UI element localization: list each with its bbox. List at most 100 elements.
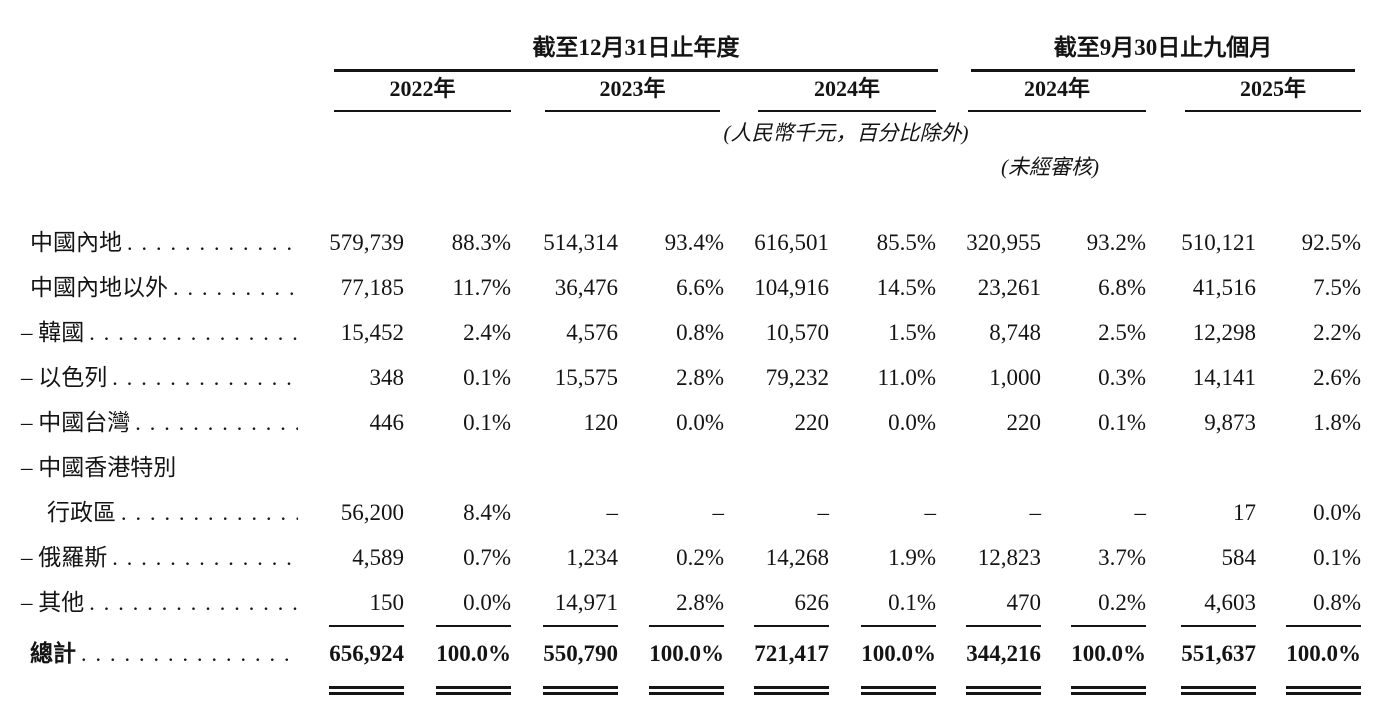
- percent-cell: 1.8%: [1313, 410, 1361, 435]
- percent-cell: 2.2%: [1313, 320, 1361, 345]
- total-value: 551,637: [1181, 625, 1256, 695]
- value-cell: 626: [794, 590, 830, 615]
- percent-cell: 0.0%: [888, 410, 936, 435]
- row-label: 行政區: [0, 490, 318, 535]
- row-label: – 中國台灣: [0, 400, 318, 445]
- percent-cell: 2.5%: [1098, 320, 1146, 345]
- value-cell: 120: [583, 410, 619, 435]
- value-cell: 14,971: [554, 590, 618, 615]
- year-2023-rule: [545, 110, 720, 112]
- row-label: – 以色列: [0, 355, 318, 400]
- row-label-text: – 中國台灣: [21, 410, 131, 435]
- value-cell: 348: [369, 365, 405, 390]
- percent-cell: [618, 445, 724, 490]
- percent-cell: 0.3%: [1098, 365, 1146, 390]
- percent-cell: 6.6%: [676, 275, 724, 300]
- percent-cell: 0.2%: [676, 545, 724, 570]
- total-value-cell: 550,790: [511, 625, 618, 695]
- annual-period-title: 截至12月31日止年度: [532, 35, 740, 60]
- value-cell: –: [606, 500, 619, 525]
- dot-leader: [116, 490, 298, 535]
- value-cell: 77,185: [340, 275, 404, 300]
- percent-cell: 11.0%: [877, 365, 936, 390]
- row-label: – 韓國: [0, 310, 318, 355]
- interim-period-title: 截至9月30日止九個月: [1053, 35, 1273, 60]
- total-percent: 100.0%: [1071, 625, 1146, 695]
- total-value-cell: 656,924: [318, 625, 404, 695]
- year-2023-label: 2023年: [599, 76, 666, 101]
- value-cell: 12,298: [1192, 320, 1256, 345]
- dot-leader: [84, 580, 298, 625]
- row-label-text: 行政區: [47, 500, 116, 525]
- value-cell: 579,739: [329, 230, 404, 255]
- percent-cell: 6.8%: [1098, 275, 1146, 300]
- value-cell: 8,748: [989, 320, 1041, 345]
- total-value: 721,417: [754, 625, 829, 695]
- year-2022-rule: [334, 110, 511, 112]
- value-cell: 10,570: [765, 320, 829, 345]
- interim-2024-label: 2024年: [1023, 76, 1090, 101]
- value-cell: 470: [1006, 590, 1042, 615]
- total-percent-cell: 100.0%: [829, 625, 936, 695]
- row-label-text: – 中國香港特別: [21, 455, 177, 480]
- dot-leader: [107, 355, 298, 400]
- value-cell: [511, 445, 618, 490]
- percent-cell: 0.0%: [463, 590, 511, 615]
- percent-cell: 2.4%: [463, 320, 511, 345]
- percent-cell: 2.8%: [676, 590, 724, 615]
- total-value-cell: 551,637: [1146, 625, 1256, 695]
- total-percent: 100.0%: [436, 625, 511, 695]
- percent-cell: 2.8%: [676, 365, 724, 390]
- percent-cell: 0.8%: [1313, 590, 1361, 615]
- total-percent-cell: 100.0%: [1041, 625, 1146, 695]
- value-cell: 17: [1233, 500, 1256, 525]
- dot-leader: [76, 640, 298, 695]
- percent-cell: –: [1134, 500, 1147, 525]
- value-cell: 104,916: [754, 275, 829, 300]
- row-label: 總計: [0, 625, 318, 695]
- percent-cell: [404, 445, 511, 490]
- dot-leader: [122, 220, 298, 265]
- percent-cell: [829, 445, 936, 490]
- value-cell: 56,200: [340, 500, 404, 525]
- percent-cell: 0.0%: [1313, 500, 1361, 525]
- interim-2025-label: 2025年: [1239, 76, 1306, 101]
- row-label: – 其他: [0, 580, 318, 625]
- value-cell: [724, 445, 829, 490]
- total-percent: 100.0%: [861, 625, 936, 695]
- dot-leader: [168, 265, 298, 310]
- row-label: 中國內地: [0, 220, 318, 265]
- total-percent-cell: 100.0%: [404, 625, 511, 695]
- percent-cell: 7.5%: [1313, 275, 1361, 300]
- percent-cell: [1041, 445, 1146, 490]
- percent-cell: 0.1%: [1313, 545, 1361, 570]
- interim-2025-rule: [1185, 110, 1361, 112]
- value-cell: [318, 445, 404, 490]
- percent-cell: 2.6%: [1313, 365, 1361, 390]
- value-cell: 446: [369, 410, 405, 435]
- total-percent: 100.0%: [1286, 625, 1361, 695]
- percent-cell: 88.3%: [451, 230, 511, 255]
- percent-cell: –: [712, 500, 725, 525]
- row-label-text: 總計: [30, 641, 76, 666]
- total-value: 550,790: [543, 625, 618, 695]
- value-cell: 14,141: [1192, 365, 1256, 390]
- total-value-cell: 721,417: [724, 625, 829, 695]
- unaudited-note: (未經審核): [1001, 155, 1099, 179]
- value-cell: 150: [369, 590, 405, 615]
- value-cell: 510,121: [1181, 230, 1256, 255]
- percent-cell: –: [924, 500, 937, 525]
- percent-cell: 0.7%: [463, 545, 511, 570]
- value-cell: 4,589: [352, 545, 404, 570]
- year-2024-label: 2024年: [813, 76, 880, 101]
- interim-2024-rule: [968, 110, 1146, 112]
- row-label-text: 中國內地以外: [30, 275, 168, 300]
- value-cell: [936, 445, 1041, 490]
- percent-cell: 3.7%: [1098, 545, 1146, 570]
- total-value: 656,924: [329, 625, 404, 695]
- row-label-text: – 韓國: [21, 320, 85, 345]
- value-cell: 23,261: [977, 275, 1041, 300]
- percent-cell: 85.5%: [876, 230, 936, 255]
- total-value: 344,216: [966, 625, 1041, 695]
